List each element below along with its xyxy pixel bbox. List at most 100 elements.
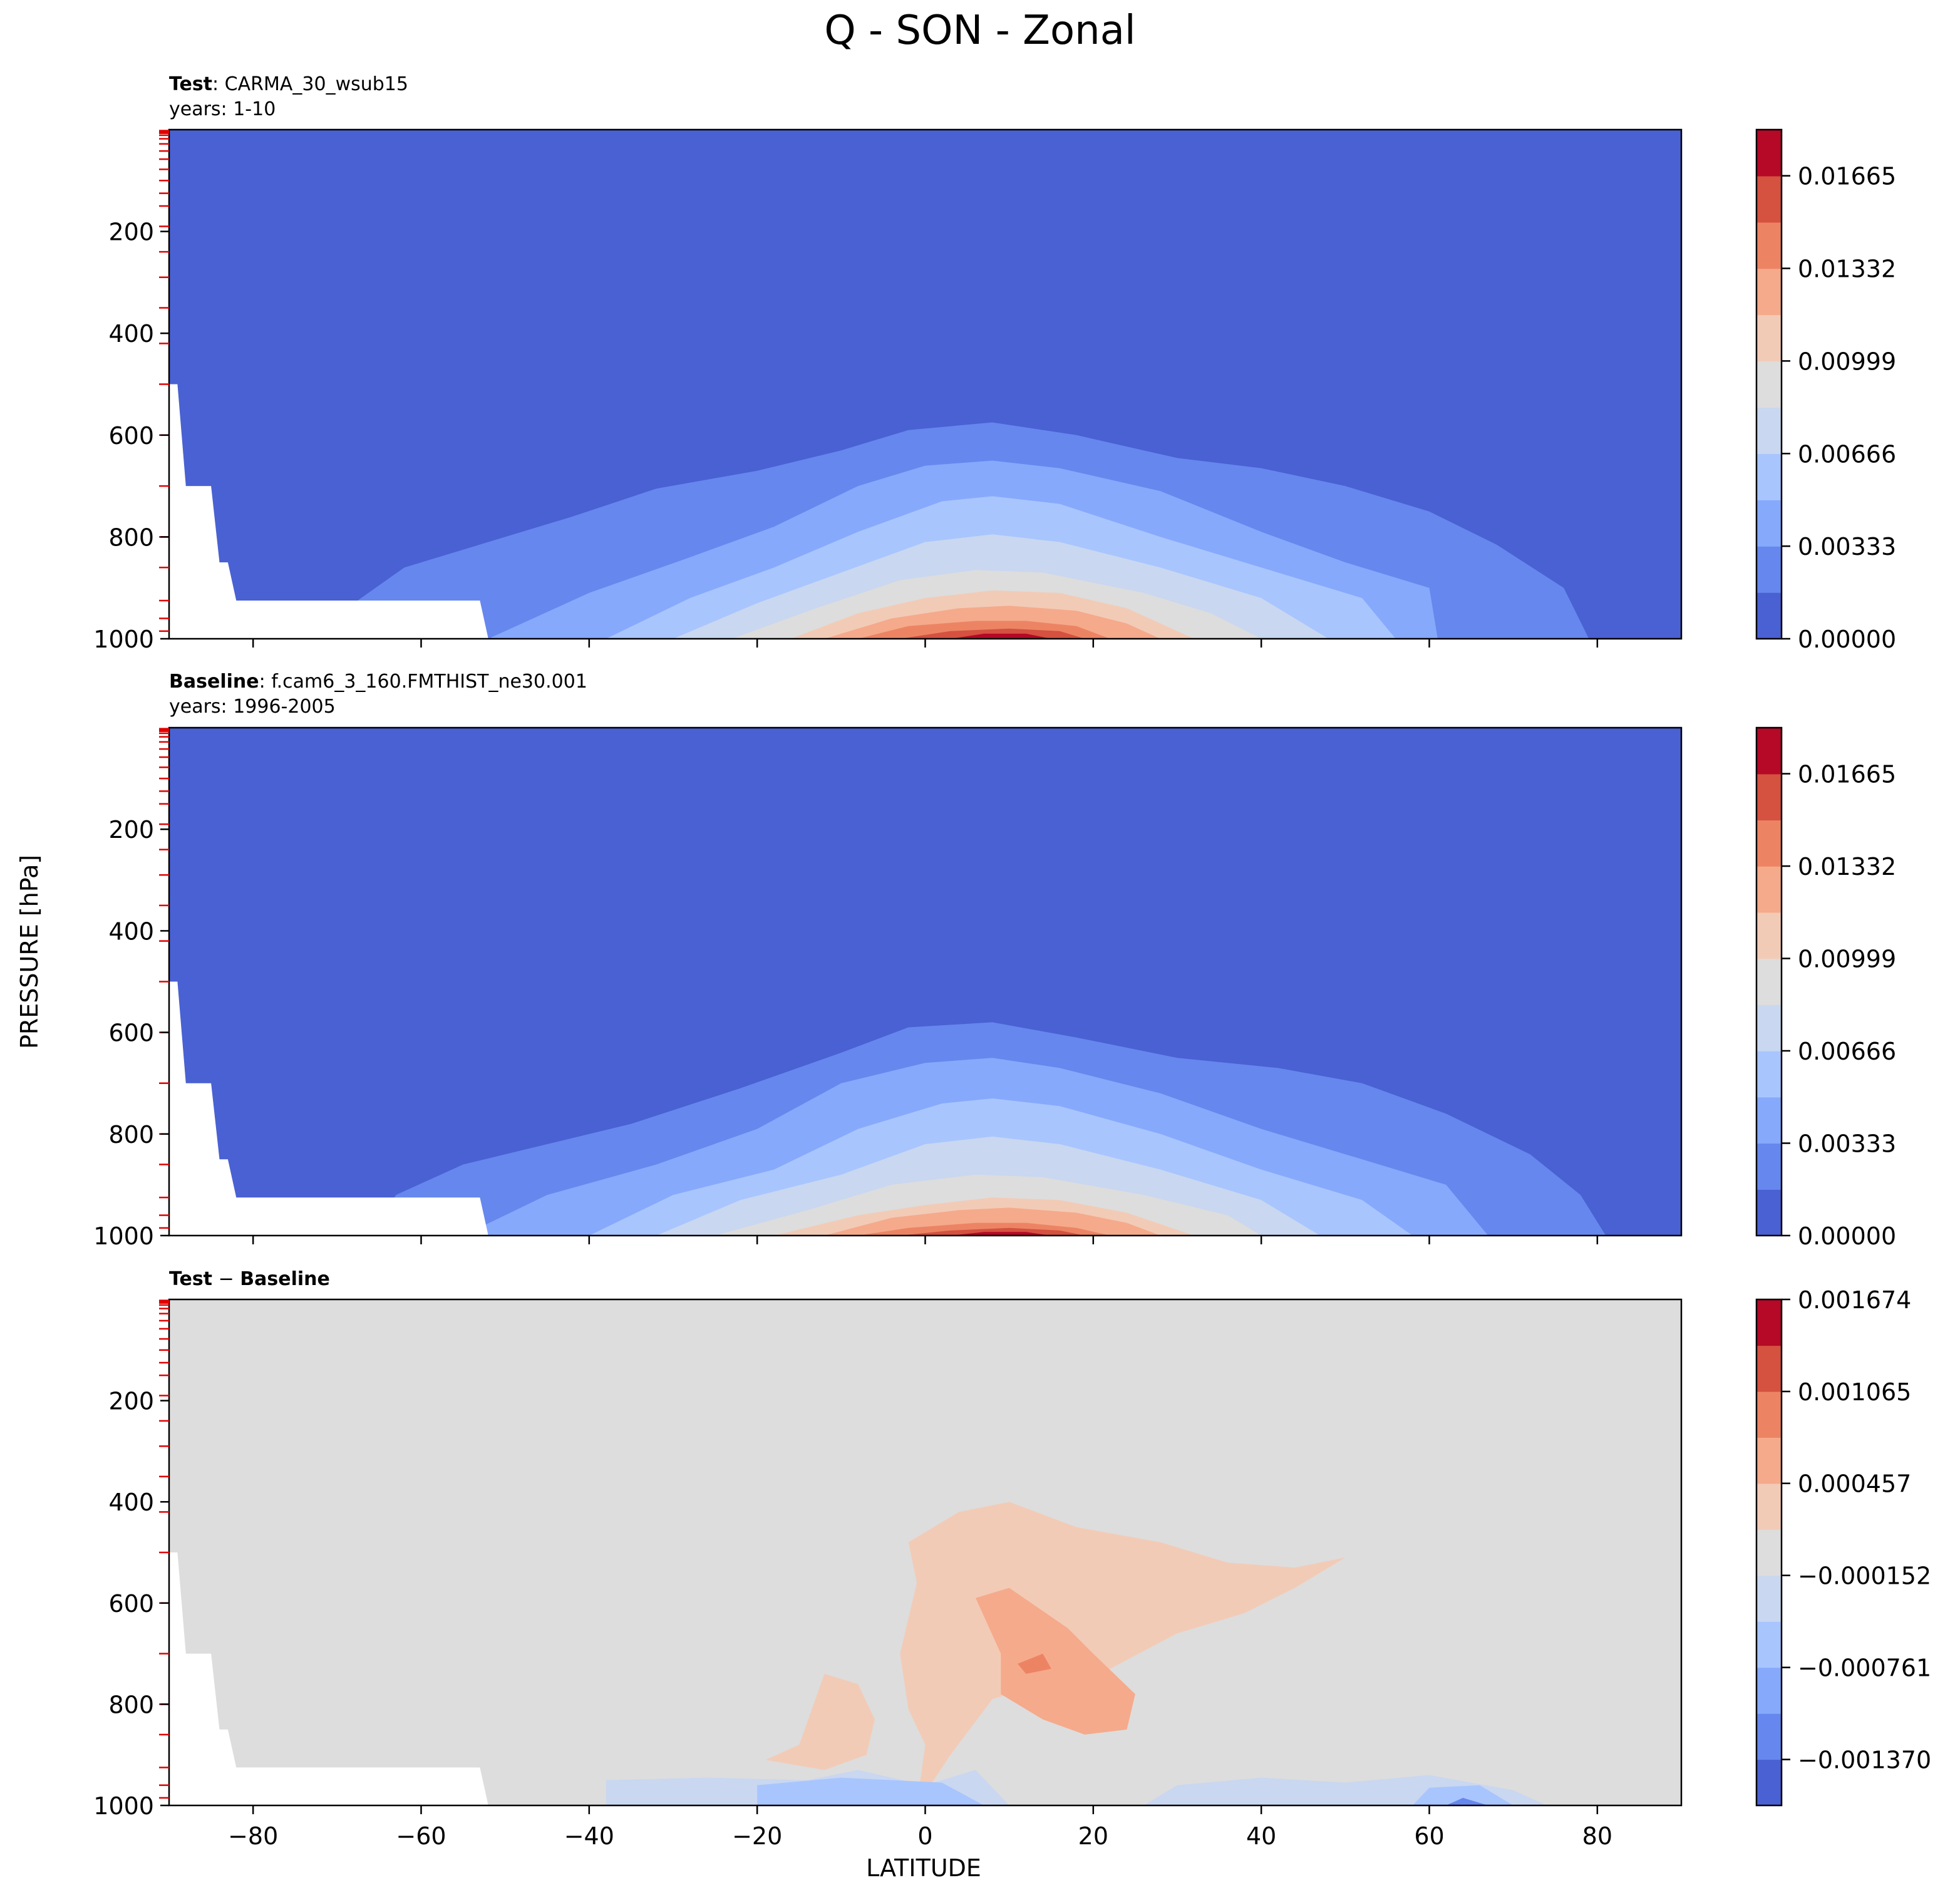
x-tick-label: −80 [228, 1822, 278, 1850]
panel-subtitle: years: 1-10 [169, 98, 276, 120]
colorbar-segment [1756, 268, 1782, 316]
colorbar-tick-label: 0.00999 [1798, 348, 1896, 375]
missing-data-mask [169, 981, 488, 1236]
colorbar-segment [1756, 1391, 1782, 1438]
y-tick-label: 600 [108, 1020, 154, 1047]
colorbar-segment [1756, 1713, 1782, 1760]
contour-level-6 [900, 1502, 1346, 1805]
x-tick-label: −60 [396, 1822, 446, 1850]
contour-level-9 [900, 628, 1085, 639]
colorbar-test: 0.00000 0.00333 0.00666 0.00999 0.01332 0.016… [1755, 128, 1896, 653]
y-tick-label: 1000 [93, 1792, 154, 1820]
colorbar-segment [1756, 1097, 1782, 1144]
colorbar-tick-label: 0.01332 [1798, 853, 1896, 880]
contour-level-3 [1412, 1785, 1514, 1805]
panel-subtitle: years: 1996-2005 [169, 696, 336, 718]
colorbar-tick-label: −0.001370 [1798, 1747, 1931, 1774]
colorbar-tick-label: 0.00666 [1798, 1038, 1896, 1065]
colorbar-difference: −0.001370 −0.000761 −0.000152 0.000457 0.001… [1755, 1286, 1931, 1807]
colorbar-tick-label: 0.00000 [1798, 626, 1896, 653]
colorbar-segment [1756, 1143, 1782, 1190]
colorbar-segment [1756, 773, 1782, 821]
contour-level-10 [950, 633, 1051, 639]
x-tick-label: −20 [732, 1822, 782, 1850]
colorbar-segment [1756, 1004, 1782, 1051]
x-tick-label: 60 [1414, 1822, 1444, 1850]
colorbar-segment [1756, 130, 1782, 177]
colorbar-tick-label: 0.00999 [1798, 946, 1896, 973]
x-tick-label: −40 [564, 1822, 614, 1850]
colorbar-segment [1756, 1529, 1782, 1576]
plot-area-difference [169, 1299, 1681, 1805]
contour-level-10 [950, 1232, 1051, 1236]
colorbar-segment [1756, 728, 1782, 775]
y-tick-label: 800 [108, 524, 154, 551]
y-tick-label: 400 [108, 1489, 154, 1516]
colorbar-segment [1756, 500, 1782, 547]
contour-level-8 [1018, 1653, 1051, 1674]
y-tick-label: 800 [108, 1691, 154, 1718]
y-tick-label: 200 [108, 219, 154, 246]
colorbar-segment [1756, 912, 1782, 959]
colorbar-tick-label: 0.00333 [1798, 1130, 1896, 1158]
y-tick-label: 400 [108, 320, 154, 348]
colorbar-tick-label: 0.001065 [1798, 1378, 1911, 1406]
colorbar-tick-label: −0.000152 [1798, 1562, 1931, 1590]
contour-level-3 [757, 1777, 984, 1805]
y-tick-label: 600 [108, 1590, 154, 1618]
plot-area-test [169, 130, 1681, 639]
colorbar-segment [1756, 1575, 1782, 1622]
colorbar-segment [1756, 1345, 1782, 1392]
panel-label: Test − Baseline [169, 1268, 330, 1290]
missing-data-mask [169, 384, 488, 639]
colorbar-tick-label: 0.00000 [1798, 1222, 1896, 1250]
colorbar-segment [1756, 175, 1782, 223]
y-axis-label: PRESSURE [hPa] [16, 855, 43, 1049]
contour-level-9 [900, 1227, 1085, 1236]
plot-area-baseline [169, 728, 1681, 1236]
y-tick-label: 1000 [93, 626, 154, 653]
colorbar-segment [1756, 866, 1782, 913]
x-tick-label: 80 [1582, 1822, 1612, 1850]
colorbar-tick-label: 0.01665 [1798, 163, 1896, 190]
contour-level-1 [1446, 1797, 1488, 1805]
colorbar-tick-label: 0.00666 [1798, 440, 1896, 468]
figure-title: Q - SON - Zonal [824, 8, 1135, 54]
colorbar-tick-label: 0.01665 [1798, 761, 1896, 788]
panel-baseline: 200 400 600 800 1000 Baseline: f.cam6_3_160.F… [93, 671, 1896, 1250]
colorbar-segment [1756, 592, 1782, 639]
colorbar-tick-label: 0.001674 [1798, 1286, 1911, 1314]
missing-data-mask [169, 1552, 488, 1805]
colorbar-segment [1756, 1299, 1782, 1346]
y-tick-label: 200 [108, 816, 154, 844]
colorbar-segment [1756, 1437, 1782, 1484]
y-tick-label: 600 [108, 422, 154, 450]
colorbar-frame [1755, 128, 1783, 640]
contour-level-6 [765, 1673, 875, 1770]
panel-label: Baseline: f.cam6_3_160.FMTHIST_ne30.001 [169, 671, 587, 693]
panel-label: Test: CARMA_30_wsub15 [169, 73, 408, 95]
colorbar-frame [1755, 1298, 1783, 1807]
y-tick-label: 1000 [93, 1222, 154, 1250]
colorbar-frame [1755, 726, 1783, 1237]
colorbar-tick-label: 0.000457 [1798, 1470, 1911, 1498]
x-tick-label: 40 [1246, 1822, 1276, 1850]
colorbar-segment [1756, 820, 1782, 867]
panel-test: 200 400 600 800 1000 Test: CARMA_30_wsub15yea… [93, 73, 1896, 653]
colorbar-segment [1756, 222, 1782, 269]
colorbar-tick-label: 0.01332 [1798, 256, 1896, 283]
colorbar-segment [1756, 1667, 1782, 1714]
colorbar-segment [1756, 1759, 1782, 1806]
x-tick-label: 0 [917, 1822, 932, 1850]
colorbar-segment [1756, 1621, 1782, 1668]
colorbar-segment [1756, 1189, 1782, 1236]
colorbar-segment [1756, 453, 1782, 500]
y-tick-label: 200 [108, 1388, 154, 1415]
colorbar-segment [1756, 1483, 1782, 1530]
y-tick-label: 800 [108, 1121, 154, 1149]
colorbar-segment [1756, 314, 1782, 362]
colorbar-segment [1756, 1051, 1782, 1098]
contour-level-7 [976, 1588, 1135, 1735]
